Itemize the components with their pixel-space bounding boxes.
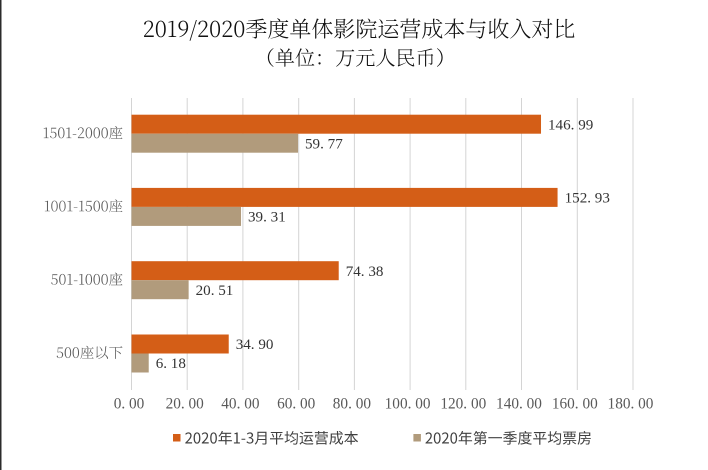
svg-text:146. 99: 146. 99 (548, 117, 593, 133)
svg-text:140. 00: 140. 00 (496, 396, 542, 413)
svg-text:39. 31: 39. 31 (248, 210, 286, 226)
svg-text:80. 00: 80. 00 (333, 396, 372, 413)
svg-text:20. 51: 20. 51 (196, 283, 234, 299)
svg-text:6. 18: 6. 18 (156, 356, 186, 372)
svg-text:0. 00: 0. 00 (114, 396, 145, 413)
svg-text:120. 00: 120. 00 (440, 396, 486, 413)
svg-text:59. 77: 59. 77 (305, 136, 343, 152)
svg-text:34. 90: 34. 90 (236, 337, 274, 353)
svg-text:100. 00: 100. 00 (385, 396, 431, 413)
svg-text:180. 00: 180. 00 (608, 396, 654, 413)
svg-text:20. 00: 20. 00 (166, 396, 205, 413)
svg-text:152. 93: 152. 93 (565, 191, 610, 207)
svg-text:160. 00: 160. 00 (552, 396, 598, 413)
svg-text:60. 00: 60. 00 (277, 396, 316, 413)
svg-text:40. 00: 40. 00 (221, 396, 260, 413)
svg-text:74. 38: 74. 38 (346, 264, 384, 280)
